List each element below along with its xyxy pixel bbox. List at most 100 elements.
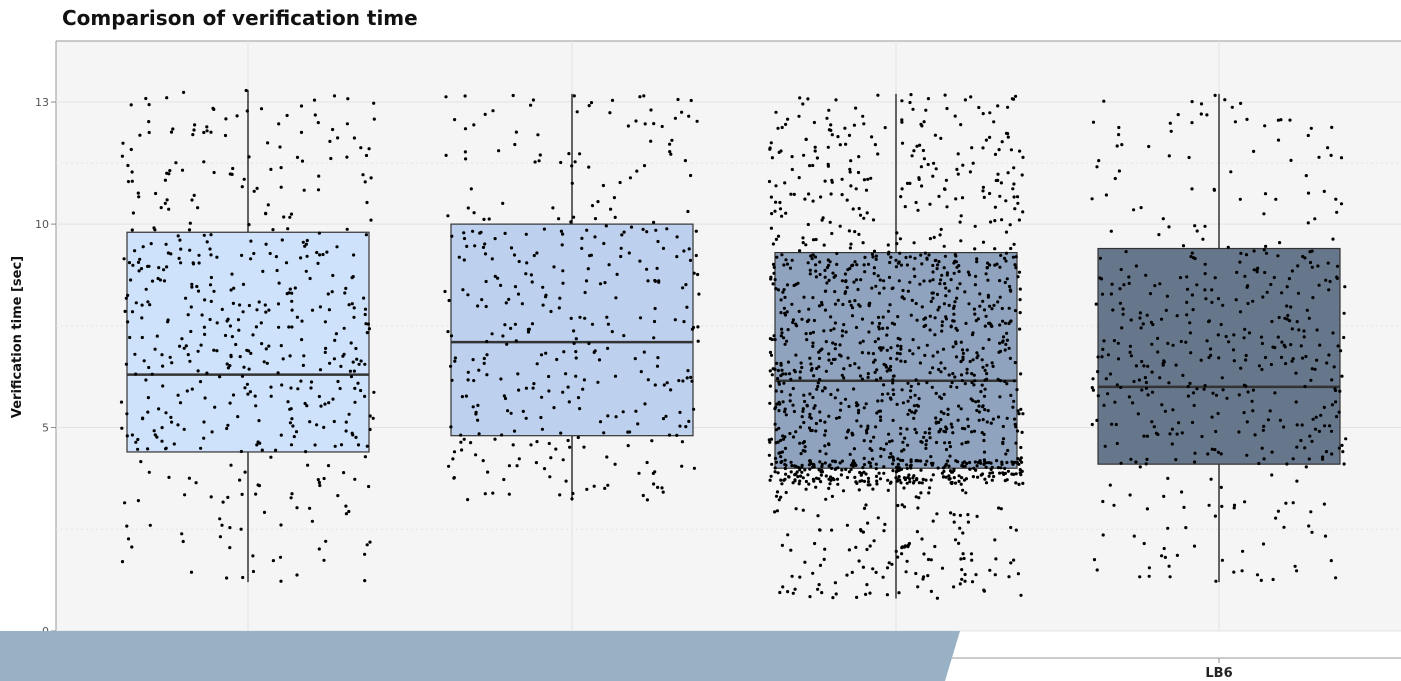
data-point: [247, 155, 251, 159]
data-point: [369, 218, 373, 222]
data-point: [802, 153, 806, 157]
data-point: [1234, 298, 1238, 302]
data-point: [259, 321, 263, 325]
data-point: [876, 516, 880, 520]
data-point: [503, 231, 507, 235]
data-point: [902, 486, 906, 490]
data-point: [991, 417, 996, 421]
data-point: [296, 387, 300, 391]
data-point: [1018, 287, 1022, 291]
data-point: [959, 340, 963, 344]
y-tick-label: 5: [42, 422, 49, 435]
data-point: [782, 381, 786, 385]
data-point: [969, 552, 974, 556]
data-point: [957, 479, 961, 483]
data-point: [881, 575, 885, 579]
data-point: [678, 410, 682, 414]
data-point: [777, 426, 781, 430]
data-point: [968, 170, 973, 174]
data-point: [1004, 199, 1008, 203]
data-point: [803, 445, 807, 449]
data-point: [1243, 274, 1247, 278]
data-point: [1018, 311, 1022, 315]
data-point: [608, 111, 612, 115]
data-point: [898, 251, 902, 255]
data-point: [874, 378, 879, 382]
data-point: [319, 404, 323, 408]
data-point: [139, 267, 144, 271]
data-point: [808, 595, 812, 599]
data-point: [526, 330, 531, 334]
data-point: [939, 410, 943, 414]
data-point: [368, 414, 372, 418]
data-point: [870, 321, 874, 325]
data-point: [208, 247, 212, 251]
data-point: [775, 509, 780, 513]
data-point: [944, 430, 948, 434]
data-point: [1323, 424, 1327, 428]
data-point: [1279, 355, 1284, 359]
data-point: [127, 261, 132, 265]
data-point: [854, 106, 858, 110]
data-point: [1018, 149, 1022, 153]
data-point: [1245, 117, 1249, 121]
data-point: [196, 349, 200, 353]
data-point: [547, 441, 551, 446]
data-point: [1257, 461, 1261, 466]
data-point: [1016, 201, 1020, 205]
data-point: [134, 372, 138, 376]
data-point: [1115, 441, 1119, 446]
data-point: [223, 333, 228, 338]
data-point: [1149, 320, 1153, 324]
data-point: [817, 356, 822, 360]
data-point: [306, 463, 310, 467]
data-point: [856, 170, 861, 175]
data-point: [780, 482, 784, 486]
data-point: [1168, 121, 1172, 125]
data-point: [774, 428, 779, 432]
data-point: [884, 442, 889, 446]
data-point: [548, 475, 552, 479]
data-point: [1264, 244, 1268, 248]
data-point: [1175, 553, 1179, 558]
data-point: [279, 579, 283, 583]
data-point: [240, 374, 245, 378]
data-point: [516, 292, 521, 296]
data-point: [1102, 339, 1106, 343]
data-point: [352, 315, 356, 319]
data-point: [961, 461, 965, 465]
data-point: [926, 557, 931, 562]
data-point: [570, 497, 574, 501]
data-point: [466, 293, 470, 297]
data-point: [1342, 311, 1346, 315]
data-point: [1276, 509, 1280, 513]
data-point: [503, 323, 507, 327]
data-point: [836, 298, 840, 302]
data-point: [639, 370, 643, 374]
data-point: [942, 466, 946, 470]
data-point: [230, 335, 234, 339]
data-point: [801, 102, 805, 106]
data-point: [1156, 350, 1160, 354]
data-point: [170, 361, 174, 365]
data-point: [996, 300, 1000, 304]
data-point: [514, 130, 519, 134]
data-point: [817, 468, 821, 472]
data-point: [1014, 528, 1018, 532]
data-point: [130, 310, 135, 314]
data-point: [308, 420, 312, 424]
data-point: [540, 427, 545, 431]
data-point: [951, 372, 955, 376]
data-point: [981, 299, 985, 303]
data-point: [884, 363, 888, 367]
data-point: [957, 541, 961, 546]
data-point: [922, 157, 927, 161]
data-point: [981, 189, 985, 193]
data-point: [927, 253, 931, 257]
data-point: [959, 373, 964, 377]
data-point: [1014, 441, 1018, 445]
data-point: [871, 255, 875, 259]
data-point: [879, 454, 883, 458]
data-point: [878, 477, 883, 481]
data-point: [1313, 367, 1317, 371]
